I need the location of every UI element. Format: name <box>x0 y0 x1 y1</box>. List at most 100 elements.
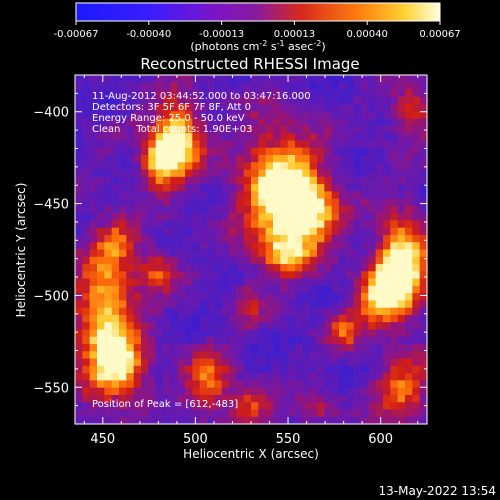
heatmap-cell <box>383 314 391 323</box>
heatmap-cell <box>317 409 325 418</box>
heatmap-cell <box>331 314 340 323</box>
heatmap-cell <box>126 358 135 367</box>
heatmap-cell <box>317 89 325 98</box>
heatmap-cell <box>273 264 281 272</box>
heatmap-cell <box>405 256 413 265</box>
heatmap-cell <box>368 234 377 243</box>
heatmap-cell <box>287 394 296 403</box>
heatmap-cell <box>375 176 384 185</box>
heatmap-cell <box>390 344 399 352</box>
heatmap-cell <box>317 111 325 120</box>
heatmap-cell <box>390 82 399 91</box>
heatmap-cell <box>309 242 318 251</box>
heatmap-cell <box>258 118 267 127</box>
heatmap-cell <box>346 133 355 142</box>
heatmap-cell <box>82 271 91 280</box>
heatmap-cell <box>375 205 384 214</box>
heatmap-cell <box>221 234 230 243</box>
heatmap-cell <box>119 365 127 374</box>
heatmap-cell <box>170 75 179 83</box>
heatmap-cell <box>199 75 208 83</box>
heatmap-cell <box>353 394 362 403</box>
heatmap-cell <box>207 314 215 323</box>
heatmap-cell <box>251 278 259 287</box>
heatmap-cell <box>104 184 113 192</box>
heatmap-cell <box>405 213 413 222</box>
heatmap-cell <box>280 264 289 272</box>
heatmap-cell <box>133 118 142 127</box>
heatmap-cell <box>75 125 83 134</box>
heatmap-cell <box>368 416 377 425</box>
heatmap-cell <box>207 89 215 98</box>
heatmap-cell <box>251 285 259 294</box>
heatmap-cell <box>207 242 215 251</box>
heatmap-cell <box>89 387 98 396</box>
heatmap-cell <box>346 125 355 134</box>
heatmap-cell <box>229 416 237 425</box>
heatmap-cell <box>214 285 223 294</box>
heatmap-cell <box>89 416 98 425</box>
heatmap-cell <box>170 293 179 301</box>
heatmap-cell <box>185 205 193 214</box>
heatmap-cell <box>163 176 171 185</box>
heatmap-cell <box>89 191 98 200</box>
heatmap-cell <box>89 220 98 229</box>
heatmap-cell <box>361 402 369 411</box>
heatmap-cell <box>405 278 413 287</box>
heatmap-cell <box>229 285 237 294</box>
heatmap-cell <box>133 300 142 309</box>
heatmap-cell <box>148 416 157 425</box>
heatmap-cell <box>133 176 142 185</box>
heatmap-cell <box>170 220 179 229</box>
heatmap-cell <box>405 242 413 251</box>
heatmap-cell <box>185 140 193 149</box>
heatmap-cell <box>199 249 208 258</box>
heatmap-cell <box>251 365 259 374</box>
chart-title: Reconstructed RHESSI Image <box>140 55 359 73</box>
heatmap-cell <box>199 118 208 127</box>
heatmap-cell <box>104 234 113 243</box>
heatmap-cell <box>368 365 377 374</box>
heatmap-cell <box>309 125 318 134</box>
heatmap-cell <box>221 154 230 163</box>
heatmap-cell <box>243 416 252 425</box>
heatmap-cell <box>309 89 318 98</box>
heatmap-cell <box>295 169 303 178</box>
heatmap-cell <box>199 329 208 338</box>
heatmap-cell <box>383 213 391 222</box>
heatmap-cell <box>207 278 215 287</box>
heatmap-cell <box>368 351 377 360</box>
heatmap-cell <box>375 191 384 200</box>
heatmap-cell <box>339 373 347 381</box>
heatmap-cell <box>383 336 391 345</box>
heatmap-cell <box>221 96 230 105</box>
heatmap-cell <box>280 176 289 185</box>
heatmap-cell <box>192 394 201 403</box>
heatmap-cell <box>302 394 311 403</box>
heatmap-cell <box>111 293 120 301</box>
heatmap-cell <box>192 220 201 229</box>
heatmap-cell <box>368 278 377 287</box>
heatmap-cell <box>302 96 311 105</box>
heatmap-cell <box>258 394 267 403</box>
heatmap-cell <box>265 220 274 229</box>
heatmap-cell <box>229 140 237 149</box>
heatmap-cell <box>383 205 391 214</box>
heatmap-cell <box>141 365 149 374</box>
heatmap-cell <box>251 191 259 200</box>
heatmap-cell <box>273 140 281 149</box>
heatmap-cell <box>214 111 223 120</box>
heatmap-cell <box>82 249 91 258</box>
heatmap-cell <box>331 416 340 425</box>
heatmap-cell <box>192 118 201 127</box>
heatmap-cell <box>405 191 413 200</box>
heatmap-cell <box>397 394 406 403</box>
heatmap-cell <box>405 394 413 403</box>
heatmap-cell <box>75 184 83 192</box>
heatmap-cell <box>324 191 333 200</box>
heatmap-cell <box>383 329 391 338</box>
heatmap-cell <box>199 184 208 192</box>
heatmap-cell <box>141 140 149 149</box>
heatmap-cell <box>309 133 318 142</box>
heatmap-cell <box>170 162 179 171</box>
